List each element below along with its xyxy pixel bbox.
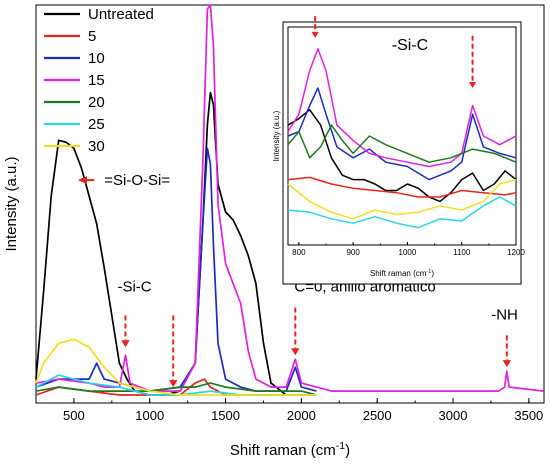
x-tick-label-6: 3500 xyxy=(514,408,543,423)
inset-x-tick-label-0: 800 xyxy=(292,248,306,257)
inset-x-tick-label-1: 900 xyxy=(346,248,360,257)
legend-label-1: 5 xyxy=(88,28,96,45)
annotation-arrow-2-head xyxy=(121,340,130,348)
y-axis-label: Intensity (a.u.) xyxy=(3,156,20,251)
x-tick-label-4: 2500 xyxy=(363,408,392,423)
annotation-arrow-4-head xyxy=(291,348,300,356)
x-axis-label: Shift raman (cm-1) xyxy=(230,440,350,459)
annotation-arrow-3-head xyxy=(169,380,178,388)
annotation-arrow-5-head xyxy=(502,360,512,368)
axes-layer: 500 1000 1500 2000 2500 3000 3500 Shift raman (… xyxy=(3,156,543,459)
inset-x-axis-label: Shift raman (cm-1) xyxy=(370,269,434,278)
legend: Untreated 5 10 15 20 25 30 xyxy=(44,6,154,155)
legend-label-3: 15 xyxy=(88,72,105,89)
inset-chart: 800 900 1000 1100 1200 Shift raman (cm-1) Inte… xyxy=(272,16,525,285)
x-tick-label-3: 2000 xyxy=(287,408,316,423)
inset-series-line-6 xyxy=(287,178,517,220)
inset-x-tick-label-3: 1100 xyxy=(453,248,471,257)
annotation-arrow-head-0 xyxy=(77,176,87,185)
x-tick-label-0: 500 xyxy=(63,408,85,423)
main-plot-layer xyxy=(35,4,545,396)
inset-series-line-0 xyxy=(287,109,517,203)
inset-y-axis-label: Intensity (a.u.) xyxy=(272,110,281,161)
inset-title: -Si-C xyxy=(392,37,428,54)
series-line-6 xyxy=(35,338,317,396)
inset-series-line-2 xyxy=(287,87,517,181)
annotation-label-0: =Si-O-Si= xyxy=(104,172,170,189)
inset-plot-layer xyxy=(287,48,517,229)
inset-annotation-arrow-0-head xyxy=(311,31,319,38)
legend-label-5: 25 xyxy=(88,116,105,133)
annotation-label-5: -NH xyxy=(491,306,518,323)
legend-label-0: Untreated xyxy=(88,6,154,23)
legend-label-4: 20 xyxy=(88,94,105,111)
legend-label-6: 30 xyxy=(88,138,105,155)
inset-series-line-4 xyxy=(287,124,517,163)
inset-series-line-1 xyxy=(287,176,517,198)
x-tick-label-5: 3000 xyxy=(439,408,468,423)
inset-series-line-5 xyxy=(287,196,517,229)
legend-label-2: 10 xyxy=(88,50,105,67)
inset-series-line-3 xyxy=(287,48,517,168)
inset-x-tick-label-2: 1000 xyxy=(399,248,417,257)
x-tick-label-2: 1500 xyxy=(211,408,240,423)
inset-annotation-arrow-1-head xyxy=(468,82,477,89)
x-tick-label-1: 1000 xyxy=(135,408,164,423)
inset-axes-layer: 800 900 1000 1100 1200 Shift raman (cm-1) Inte… xyxy=(272,110,525,278)
series-line-3 xyxy=(35,4,545,392)
series-line-4 xyxy=(35,382,317,396)
inset-x-tick-label-4: 1200 xyxy=(507,248,525,257)
annotation-label-2: -Si-C xyxy=(117,279,151,296)
